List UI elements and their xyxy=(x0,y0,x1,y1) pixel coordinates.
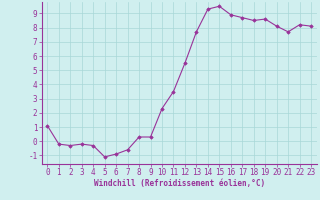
X-axis label: Windchill (Refroidissement éolien,°C): Windchill (Refroidissement éolien,°C) xyxy=(94,179,265,188)
